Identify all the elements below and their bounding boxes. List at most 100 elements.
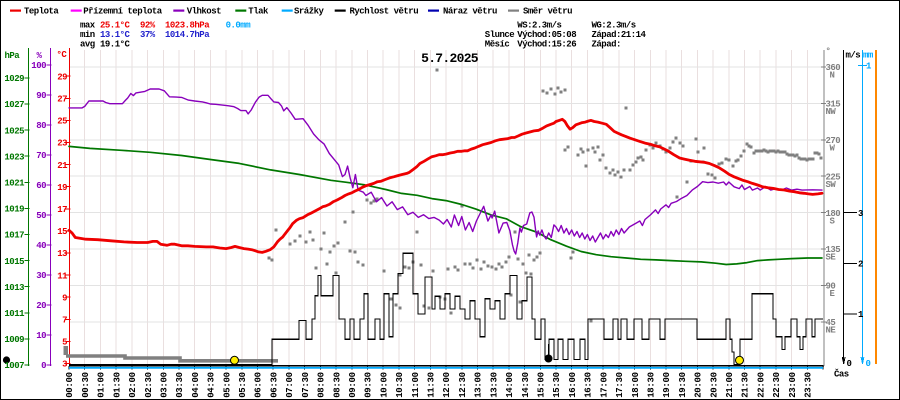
svg-text:15:00: 15:00 [537,372,547,398]
svg-text:13:30: 13:30 [489,372,499,398]
svg-text:1023.8hPa: 1023.8hPa [165,20,210,30]
svg-text:1015: 1015 [4,257,24,267]
svg-text:17:00: 17:00 [599,372,609,398]
svg-text:03:30: 03:30 [175,372,185,398]
svg-text:17:30: 17:30 [615,372,625,398]
svg-text:14:00: 14:00 [505,372,515,398]
svg-text:18:00: 18:00 [631,372,641,398]
svg-text:1011: 1011 [4,309,25,319]
svg-text:0.0mm: 0.0mm [226,20,252,30]
svg-text:21:30: 21:30 [741,372,751,398]
svg-text:315: 315 [826,100,841,110]
svg-text:1009: 1009 [4,335,24,345]
svg-text:20:30: 20:30 [709,372,719,398]
svg-text:°C: °C [57,50,68,60]
svg-text:23: 23 [57,139,67,149]
svg-text:1013: 1013 [4,283,24,293]
svg-text:360: 360 [826,63,841,73]
svg-text:23:30: 23:30 [804,372,814,398]
svg-text:06:00: 06:00 [254,372,264,398]
svg-text:21:00: 21:00 [725,372,735,398]
svg-text:min: min [80,30,95,40]
svg-text:60: 60 [36,181,46,191]
svg-text:1025: 1025 [4,126,24,136]
svg-text:1027: 1027 [4,100,24,110]
svg-text:21: 21 [57,161,68,171]
svg-text:04:00: 04:00 [191,372,201,398]
svg-text:19:30: 19:30 [678,372,688,398]
svg-text:SE: SE [826,253,837,263]
svg-text:E: E [830,289,836,299]
svg-text:1: 1 [858,310,864,320]
svg-text:Východ:05:08: Východ:05:08 [517,30,576,40]
svg-text:08:00: 08:00 [317,372,327,398]
svg-text:13:00: 13:00 [474,372,484,398]
svg-text:1021: 1021 [4,179,25,189]
svg-text:2: 2 [858,260,863,270]
svg-text:1019: 1019 [4,205,24,215]
svg-text:16:30: 16:30 [584,372,594,398]
svg-text:20: 20 [36,301,46,311]
svg-text:05:00: 05:00 [222,372,232,398]
svg-text:1029: 1029 [4,74,24,84]
svg-text:19: 19 [57,183,67,193]
svg-text:avg: avg [80,40,95,50]
svg-text:01:00: 01:00 [97,372,107,398]
svg-text:Vlhkost: Vlhkost [187,7,221,17]
svg-text:Slunce: Slunce [485,30,515,40]
svg-text:Směr větru: Směr větru [523,7,572,17]
svg-text:09:00: 09:00 [348,372,358,398]
svg-text:Západ:: Západ: [592,40,621,50]
svg-text:1007: 1007 [4,361,24,371]
svg-text:3: 3 [62,360,67,370]
svg-text:80: 80 [36,121,46,131]
svg-text:Srážky: Srážky [294,7,325,17]
svg-text:30: 30 [36,271,46,281]
svg-text:0: 0 [847,359,852,369]
svg-text:40: 40 [36,241,46,251]
svg-text:WG:2.3m/s: WG:2.3m/s [592,20,636,30]
svg-text:10:30: 10:30 [395,372,405,398]
svg-text:50: 50 [36,211,46,221]
svg-text:90: 90 [826,282,836,292]
svg-text:19.1°C: 19.1°C [100,40,131,50]
svg-text:08:30: 08:30 [332,372,342,398]
svg-text:5: 5 [62,338,67,348]
svg-text:NE: NE [826,326,837,336]
svg-text:12:00: 12:00 [442,372,452,398]
svg-text:Čas: Čas [834,369,849,380]
svg-text:02:30: 02:30 [144,372,154,398]
svg-text:03:00: 03:00 [160,372,170,398]
svg-text:225: 225 [826,172,841,182]
svg-text:Západ:21:14: Západ:21:14 [592,30,647,40]
svg-text:NW: NW [826,107,837,117]
svg-text:1014.7hPa: 1014.7hPa [165,30,210,40]
svg-text:37%: 37% [140,30,156,40]
svg-text:45: 45 [826,318,836,328]
svg-text:05:30: 05:30 [238,372,248,398]
svg-text:S: S [830,216,836,226]
svg-text:13: 13 [57,249,67,259]
svg-text:WS:2.3m/s: WS:2.3m/s [517,20,561,30]
svg-text:10: 10 [36,331,46,341]
svg-text:17: 17 [57,205,67,215]
svg-text:Přízemní teplota: Přízemní teplota [83,7,163,17]
svg-text:16:00: 16:00 [568,372,578,398]
svg-text:135: 135 [826,245,841,255]
svg-text:3: 3 [858,209,863,219]
svg-text:29: 29 [57,72,67,82]
svg-text:19:00: 19:00 [662,372,672,398]
svg-text:70: 70 [36,151,46,161]
svg-text:270: 270 [826,136,841,146]
svg-text:13.1°C: 13.1°C [100,30,131,40]
svg-text:04:30: 04:30 [207,372,217,398]
svg-text:10:00: 10:00 [379,372,389,398]
svg-text:Tlak: Tlak [248,7,269,17]
svg-text:Náraz větru: Náraz větru [443,7,497,17]
svg-text:23:00: 23:00 [788,372,798,398]
svg-text:0: 0 [41,361,46,371]
svg-text:15:30: 15:30 [552,372,562,398]
svg-text:14:30: 14:30 [521,372,531,398]
svg-text:11:30: 11:30 [427,372,437,398]
svg-text:1017: 1017 [4,231,24,241]
